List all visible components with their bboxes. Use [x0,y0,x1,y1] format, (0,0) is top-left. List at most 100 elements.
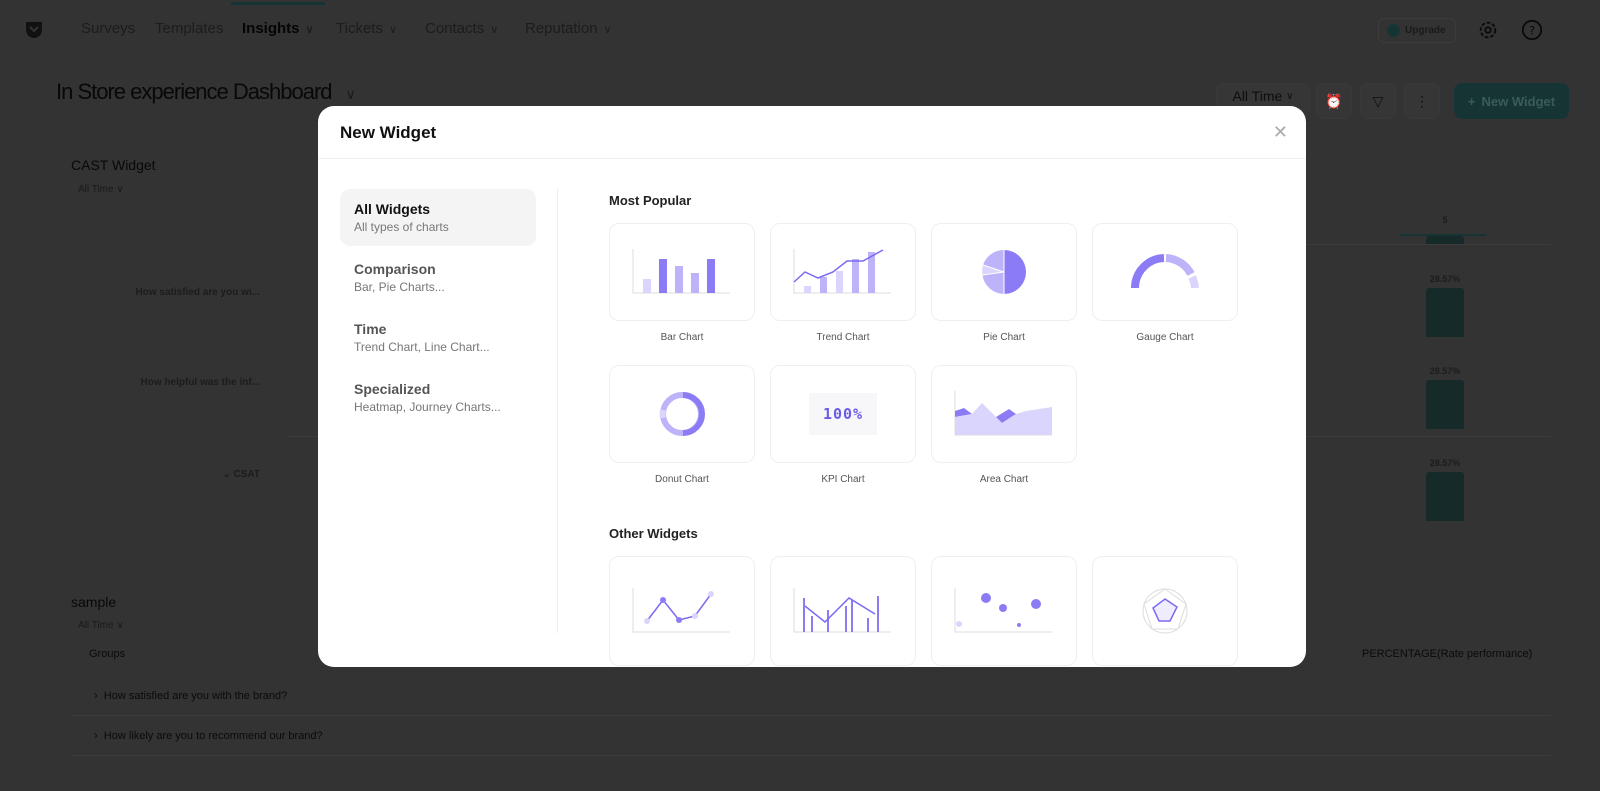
category-title: Time [354,321,387,337]
card-label: Area Chart [979,474,1029,485]
chevron-down-icon: ∨ [345,86,356,102]
gridline [1306,244,1550,245]
category-subtitle: All types of charts [354,220,449,234]
most-popular-heading: Most Popular [609,193,692,208]
area-chart-card[interactable] [931,365,1077,463]
new-widget-button[interactable]: + New Widget [1454,83,1569,119]
pie-chart-icon [982,249,1026,294]
column-header-groups: Groups [89,648,126,660]
line-chart-card[interactable] [609,556,755,666]
category-subtitle: Trend Chart, Line Chart... [354,340,490,354]
category-all-widgets[interactable]: All Widgets All types of charts [340,189,536,246]
bar [1426,380,1464,429]
category-list: All Widgets All types of charts Compariso… [340,189,536,429]
nav-insights[interactable]: Insights ∨ [242,20,314,37]
area-chart-icon [954,391,1052,436]
chevron-down-icon: ∨ [603,24,612,36]
other-widgets-heading: Other Widgets [609,526,698,541]
line-chart-icon [632,588,730,633]
bar [1426,288,1464,337]
table-row[interactable]: › How likely are you to recommend our br… [94,730,323,742]
gridline [70,755,1550,756]
donut-chart-card[interactable] [609,365,755,463]
card-label: Bar Chart [660,332,704,343]
sample-widget-title: sample [71,594,117,610]
card-label: Trend Chart [816,332,870,343]
gear-icon[interactable] [1477,19,1499,41]
divider [557,189,558,633]
radar-chart-icon [1142,588,1188,634]
donut-chart-icon [659,392,705,436]
cast-widget-time-dropdown[interactable]: All Time ∨ [78,184,124,195]
nav-contacts[interactable]: Contacts ∨ [425,20,498,37]
category-title: Specialized [354,381,431,397]
scatter-chart-icon [954,588,1052,633]
bar-chart-card[interactable] [609,223,755,321]
pie-chart-card[interactable] [931,223,1077,321]
gridline [1306,436,1550,437]
category-subtitle: Bar, Pie Charts... [354,280,445,294]
chevron-down-icon: ∨ [490,24,499,36]
bar [1426,472,1464,521]
gauge-chart-icon [1131,254,1199,289]
column-header-percentage: PERCENTAGE(Rate performance) [1362,648,1533,660]
nav-surveys[interactable]: Surveys [81,20,136,37]
nav-label: Reputation [525,20,598,37]
scatter-chart-card[interactable] [931,556,1077,666]
row-label[interactable]: ⌄ CSAT [60,469,260,480]
filter-icon[interactable]: ▽ [1360,83,1396,119]
combo-chart-card[interactable] [770,556,916,666]
dashboard-title-text: In Store experience Dashboard [56,79,333,104]
close-icon[interactable]: ✕ [1272,122,1288,142]
svg-text:?: ? [1529,24,1535,38]
upgrade-label: Upgrade [1405,25,1446,36]
time-label: All Time [78,184,114,195]
cast-widget-title: CAST Widget [71,157,156,173]
nav-label: Contacts [425,20,485,37]
logo-icon[interactable] [22,18,46,42]
combo-chart-icon [793,588,891,633]
modal-title: New Widget [340,123,437,142]
kpi-chart-icon: 100% [809,393,877,435]
bar-chart-icon [632,249,730,294]
bar-value: 28.57% [1429,458,1461,468]
sample-widget-time-dropdown[interactable]: All Time ∨ [78,620,124,631]
more-options-icon[interactable]: ⋮ [1404,83,1440,119]
card-label: Pie Chart [983,332,1025,343]
trend-chart-card[interactable] [770,223,916,321]
upgrade-icon [1387,24,1400,37]
dashboard-title[interactable]: In Store experience Dashboard ∨ [56,80,356,106]
category-comparison[interactable]: Comparison Bar, Pie Charts... [340,249,536,306]
table-row[interactable]: › How satisfied are you with the brand? [94,690,288,702]
category-title: Comparison [354,261,436,277]
kpi-chart-card[interactable]: 100% [770,365,916,463]
card-label: Donut Chart [655,474,709,485]
gridline [288,436,318,437]
row-text: How satisfied are you with the brand? [103,690,288,702]
help-icon[interactable]: ? [1521,19,1543,41]
new-widget-modal: New Widget ✕ All Widgets All types of cha… [318,106,1306,667]
expand-icon[interactable]: ⌄ [222,469,231,480]
chevron-down-icon: ∨ [388,24,398,36]
bar-value: 28.57% [1429,366,1461,376]
alarm-clock-icon[interactable]: ⏰ [1316,83,1352,119]
nav-label: Insights [242,20,300,37]
upgrade-button[interactable]: Upgrade [1378,18,1456,43]
modal-header: New Widget ✕ [318,106,1306,159]
category-specialized[interactable]: Specialized Heatmap, Journey Charts... [340,369,536,426]
gridline [70,715,1550,716]
nav-tickets[interactable]: Tickets ∨ [336,20,397,37]
category-time[interactable]: Time Trend Chart, Line Chart... [340,309,536,366]
radar-chart-card[interactable] [1092,556,1238,666]
bar-value: 28.57% [1429,274,1461,284]
column-underline [1400,234,1486,236]
plus-icon: + [1467,93,1476,109]
row-label-text: CSAT [233,469,260,480]
nav-templates[interactable]: Templates [155,20,224,37]
new-widget-label: New Widget [1481,93,1556,109]
row-label: How satisfied are you wi... [135,287,260,298]
card-label: KPI Chart [821,474,865,485]
nav-reputation[interactable]: Reputation ∨ [525,20,612,37]
gauge-chart-card[interactable] [1092,223,1238,321]
row-label: How helpful was the inf... [140,377,260,388]
